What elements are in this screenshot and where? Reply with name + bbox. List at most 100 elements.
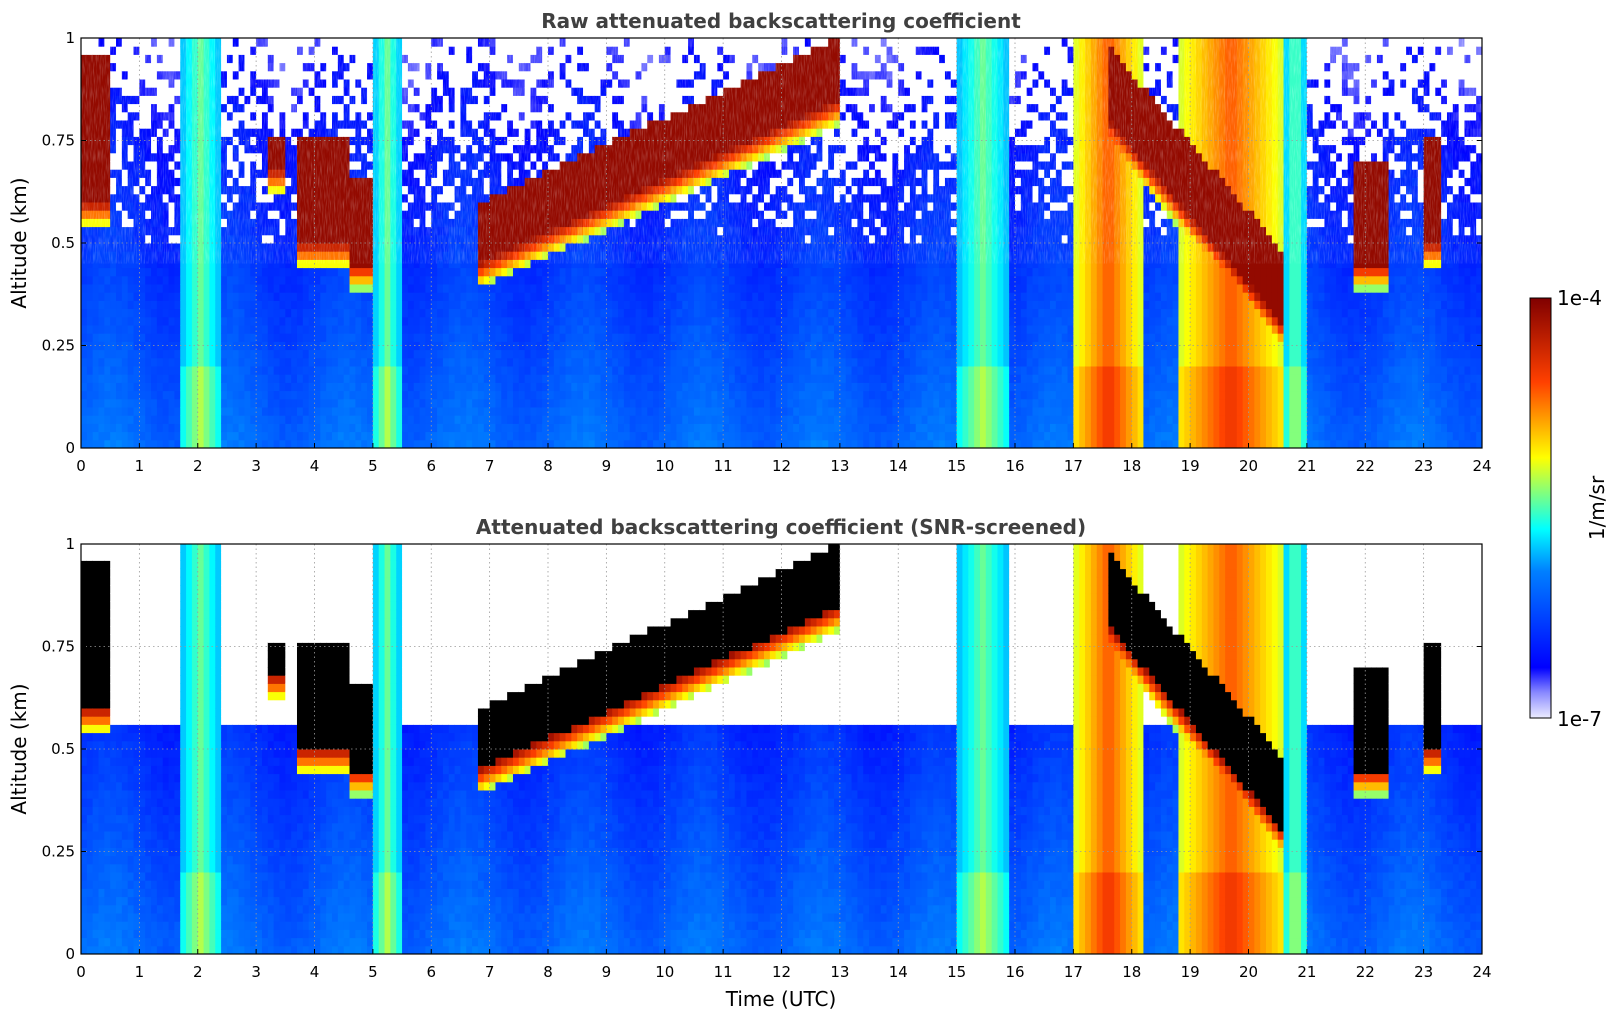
- heatmap-cell: [653, 325, 660, 334]
- heatmap-cell: [302, 284, 310, 293]
- heatmap-cell: [267, 275, 275, 285]
- heatmap-cell: [92, 423, 100, 433]
- heatmap-cell: [536, 341, 543, 351]
- heatmap-cell: [162, 308, 170, 318]
- heatmap-cell: [623, 333, 631, 342]
- heatmap-cell: [186, 300, 193, 310]
- heatmap-cell: [553, 398, 561, 408]
- heatmap-cell: [197, 423, 205, 433]
- heatmap-cell: [127, 333, 135, 342]
- heatmap-cell: [337, 300, 345, 310]
- heatmap-cell: [221, 431, 228, 441]
- heatmap-cell: [577, 439, 584, 448]
- heatmap-cell: [658, 333, 666, 342]
- heatmap-cell: [191, 357, 199, 367]
- heatmap-cell: [419, 415, 426, 424]
- heatmap-cell: [542, 325, 549, 334]
- heatmap-cell: [116, 267, 123, 277]
- heatmap-cell: [197, 382, 205, 392]
- heatmap-cell: [431, 374, 438, 383]
- heatmap-cell: [320, 382, 327, 392]
- heatmap-cell: [542, 431, 549, 441]
- heatmap-cell: [121, 259, 129, 269]
- heatmap-cell: [448, 341, 456, 351]
- heatmap-cell: [618, 267, 625, 277]
- heatmap-cell: [419, 390, 426, 400]
- heatmap-cell: [372, 275, 380, 285]
- heatmap-cell: [431, 382, 438, 392]
- heatmap-cell: [372, 325, 380, 334]
- heatmap-cell: [495, 382, 502, 392]
- heatmap-cell: [571, 415, 578, 424]
- heatmap-cell: [477, 292, 485, 301]
- heatmap-cell: [355, 300, 362, 310]
- heatmap-cell: [635, 259, 642, 269]
- heatmap-cell: [209, 423, 216, 433]
- heatmap-cell: [238, 374, 245, 383]
- heatmap-cell: [378, 382, 386, 392]
- heatmap-cell: [209, 259, 216, 269]
- heatmap-cell: [226, 374, 234, 383]
- heatmap-cell: [121, 341, 129, 351]
- heatmap-cell: [267, 357, 275, 367]
- heatmap-cell: [81, 390, 88, 400]
- heatmap-cell: [273, 357, 280, 367]
- heatmap-cell: [600, 349, 607, 359]
- heatmap-cell: [536, 407, 543, 416]
- heatmap-cell: [337, 341, 345, 351]
- heatmap-cell: [588, 439, 596, 448]
- heatmap-cell: [495, 366, 502, 375]
- heatmap-cell: [571, 308, 578, 318]
- heatmap-cell: [203, 398, 210, 408]
- heatmap-cell: [343, 292, 351, 301]
- heatmap-cell: [145, 333, 152, 342]
- heatmap-cell: [512, 431, 520, 441]
- heatmap-cell: [343, 316, 351, 326]
- heatmap-cell: [139, 398, 146, 408]
- heatmap-cell: [168, 374, 175, 383]
- heatmap-cell: [658, 259, 666, 269]
- heatmap-cell: [221, 374, 228, 383]
- heatmap-cell: [197, 333, 205, 342]
- heatmap-cell: [209, 316, 216, 326]
- heatmap-cell: [495, 325, 502, 334]
- heatmap-cell: [326, 415, 333, 424]
- heatmap-cell: [653, 407, 660, 416]
- heatmap-cell: [542, 267, 549, 277]
- heatmap-cell: [116, 349, 123, 359]
- heatmap-cell: [98, 357, 105, 367]
- heatmap-cell: [337, 308, 345, 318]
- heatmap-cell: [384, 382, 391, 392]
- heatmap-cell: [226, 300, 234, 310]
- heatmap-cell: [215, 308, 222, 318]
- heatmap-cell: [419, 439, 426, 448]
- heatmap-cell: [495, 398, 502, 408]
- heatmap-cell: [332, 292, 339, 301]
- heatmap-cell: [180, 333, 187, 342]
- heatmap-cell: [98, 300, 105, 310]
- heatmap-cell: [466, 300, 473, 310]
- heatmap-cell: [437, 349, 444, 359]
- heatmap-cell: [162, 382, 170, 392]
- heatmap-cell: [361, 292, 368, 301]
- heatmap-cell: [647, 357, 654, 367]
- heatmap-cell: [507, 284, 514, 293]
- heatmap-cell: [419, 275, 426, 285]
- heatmap-cell: [86, 382, 94, 392]
- heatmap-cell: [635, 275, 642, 285]
- heatmap-cell: [168, 292, 175, 301]
- heatmap-cell: [145, 415, 152, 424]
- heatmap-cell: [612, 300, 619, 310]
- heatmap-cell: [256, 333, 263, 342]
- heatmap-cell: [367, 407, 374, 416]
- heatmap-cell: [209, 325, 216, 334]
- heatmap-cell: [349, 431, 356, 441]
- heatmap-cell: [296, 374, 304, 383]
- heatmap-cell: [536, 374, 543, 383]
- heatmap-cell: [186, 423, 193, 433]
- heatmap-cell: [407, 284, 415, 293]
- heatmap-cell: [396, 357, 403, 367]
- heatmap-cell: [472, 390, 479, 400]
- heatmap-cell: [454, 407, 461, 416]
- heatmap-cell: [641, 374, 648, 383]
